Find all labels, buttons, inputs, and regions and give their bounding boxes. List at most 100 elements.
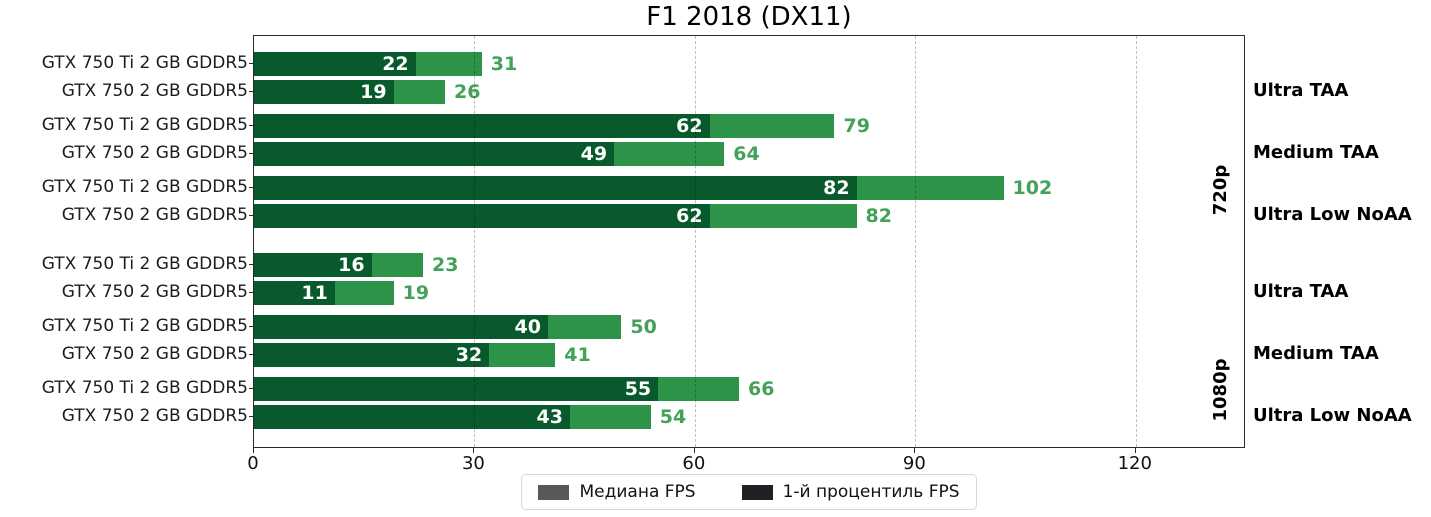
percentile-value-label: 22 (382, 53, 409, 75)
legend-item-percentile: 1-й процентиль FPS (741, 482, 960, 502)
median-value-label: 41 (564, 344, 591, 366)
resolution-label: 1080p (1210, 358, 1231, 422)
percentile-value-label: 82 (823, 177, 850, 199)
y-tick-mark (249, 91, 253, 92)
bar-row: 82 102 (254, 176, 1052, 200)
plot-area: 22 31 19 26 62 79 49 64 82 102 62 82 16 23 11 19 40 50 32 4… (253, 35, 1245, 448)
percentile-value-label: 49 (580, 143, 608, 165)
y-tick-mark (249, 264, 253, 265)
percentile-bar: 19 (254, 80, 394, 104)
median-bar (709, 204, 857, 228)
median-value-label: 26 (454, 81, 481, 103)
percentile-value-label: 40 (514, 316, 541, 338)
gpu-label: GTX 750 Ti 2 GB GDDR5 (41, 177, 248, 197)
gpu-label: GTX 750 2 GB GDDR5 (61, 344, 248, 364)
legend-box: Медиана FPS 1-й процентиль FPS (521, 474, 977, 510)
x-tick-label: 0 (247, 453, 259, 474)
setting-label: Ultra TAA (1253, 80, 1349, 101)
percentile-value-label: 11 (301, 282, 328, 304)
chart-title: F1 2018 (DX11) (646, 2, 852, 32)
bar-row: 19 26 (254, 80, 480, 104)
gpu-label: GTX 750 2 GB GDDR5 (61, 282, 248, 302)
median-bar (856, 176, 1004, 200)
y-tick-mark (249, 125, 253, 126)
x-tick-mark (253, 448, 254, 453)
percentile-bar: 55 (254, 377, 659, 401)
percentile-bar: 43 (254, 405, 570, 429)
x-tick-label: 30 (461, 453, 485, 474)
bar-row: 62 79 (254, 114, 870, 138)
median-value-label: 79 (843, 115, 870, 137)
bar-row: 11 19 (254, 281, 429, 305)
median-value-label: 82 (865, 205, 892, 227)
median-bar (393, 80, 446, 104)
x-tick-mark (1134, 448, 1136, 453)
percentile-value-label: 62 (676, 115, 703, 137)
y-tick-mark (249, 388, 253, 389)
y-tick-mark (249, 187, 253, 188)
y-tick-mark (249, 292, 253, 293)
legend-label-percentile: 1-й процентиль FPS (782, 482, 960, 502)
percentile-value-label: 19 (360, 81, 387, 103)
median-bar (489, 343, 556, 367)
setting-label: Ultra Low NoAA (1253, 405, 1412, 426)
median-value-label: 31 (490, 53, 518, 75)
median-bar (614, 142, 725, 166)
bar-row: 32 41 (254, 343, 591, 367)
median-bar (569, 405, 651, 429)
bar-row: 22 31 (254, 52, 517, 76)
percentile-value-label: 16 (338, 254, 365, 276)
y-tick-mark (249, 326, 253, 327)
percentile-bar: 49 (254, 142, 615, 166)
percentile-bar: 82 (254, 176, 857, 200)
bar-row: 49 64 (254, 142, 760, 166)
median-bar (371, 253, 423, 277)
gpu-label: GTX 750 Ti 2 GB GDDR5 (41, 378, 248, 398)
bar-row: 40 50 (254, 315, 657, 339)
gpu-label: GTX 750 2 GB GDDR5 (61, 406, 248, 426)
percentile-bar: 62 (254, 114, 710, 138)
x-tick-label: 90 (902, 453, 926, 474)
x-tick-mark (473, 448, 475, 453)
percentile-bar: 22 (254, 52, 416, 76)
y-tick-mark (249, 63, 253, 64)
gpu-label: GTX 750 2 GB GDDR5 (61, 143, 248, 163)
legend: Медиана FPS 1-й процентиль FPS (253, 474, 1245, 510)
x-tick-label: 60 (682, 453, 706, 474)
percentile-bar: 32 (254, 343, 490, 367)
median-bar (709, 114, 835, 138)
median-value-label: 50 (630, 316, 657, 338)
legend-item-median: Медиана FPS (538, 482, 696, 502)
percentile-bar: 11 (254, 281, 335, 305)
gridline (1135, 36, 1137, 447)
gpu-label: GTX 750 Ti 2 GB GDDR5 (41, 254, 248, 274)
median-value-label: 54 (659, 406, 687, 428)
percentile-fps-swatch-icon (741, 484, 773, 500)
gpu-label: GTX 750 Ti 2 GB GDDR5 (41, 53, 248, 73)
setting-label: Ultra TAA (1253, 281, 1349, 302)
gpu-label: GTX 750 Ti 2 GB GDDR5 (41, 115, 248, 135)
median-fps-swatch-icon (538, 484, 570, 500)
median-bar (547, 315, 622, 339)
bar-row: 55 66 (254, 377, 774, 401)
x-tick-mark (914, 448, 916, 453)
gridline (474, 36, 476, 447)
setting-label: Medium TAA (1253, 142, 1379, 163)
x-tick-label: 120 (1117, 453, 1152, 474)
median-bar (658, 377, 739, 401)
median-value-label: 19 (402, 282, 430, 304)
median-value-label: 23 (431, 254, 459, 276)
percentile-value-label: 43 (536, 406, 563, 428)
percentile-bar: 40 (254, 315, 548, 339)
gpu-label: GTX 750 2 GB GDDR5 (61, 205, 248, 225)
median-bar (334, 281, 394, 305)
median-value-label: 66 (747, 378, 775, 400)
gpu-label: GTX 750 2 GB GDDR5 (61, 81, 248, 101)
legend-label-median: Медиана FPS (579, 482, 696, 502)
bar-row: 43 54 (254, 405, 686, 429)
y-tick-mark (249, 153, 253, 154)
y-tick-mark (249, 416, 253, 417)
bar-row: 16 23 (254, 253, 458, 277)
setting-label: Ultra Low NoAA (1253, 204, 1412, 225)
